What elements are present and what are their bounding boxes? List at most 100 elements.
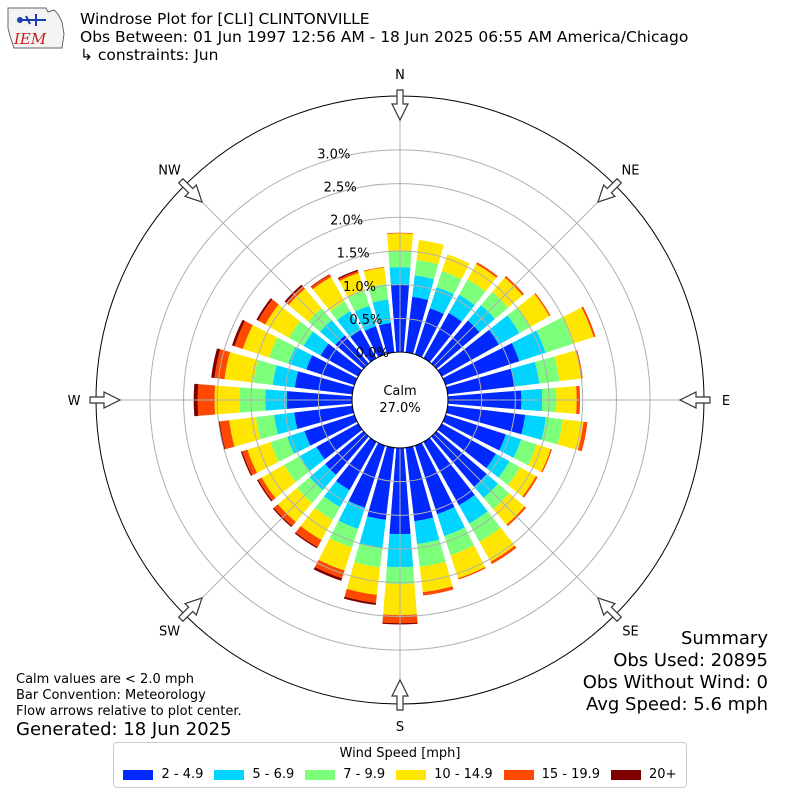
bar-sector-30-bin-0 [364, 326, 386, 358]
legend-item-3: 10 - 14.9 [396, 767, 493, 782]
bar-sector-27-bin-0 [320, 343, 363, 377]
flow-arrow-1 [597, 177, 623, 203]
bar-sector-26-bin-5 [231, 319, 245, 347]
calm-note: Calm values are < 2.0 mph [16, 672, 195, 687]
legend-swatch-1 [214, 769, 245, 780]
legend-label-5: 20+ [649, 767, 677, 782]
flow-arrow-7 [177, 177, 203, 203]
bar-sector-19-bin-0 [336, 437, 377, 491]
bar-sector-25-bin-5 [211, 348, 221, 379]
bar-sector-15-bin-0 [405, 446, 434, 522]
bar-sector-31-bin-1 [372, 299, 391, 326]
bar-sector-11-bin-0 [437, 423, 496, 469]
bar-sector-21-bin-1 [299, 446, 325, 472]
bar-sector-5-bin-0 [437, 329, 499, 377]
bar-sector-18-bin-5 [313, 567, 343, 581]
bar-sector-13-bin-4 [490, 545, 517, 565]
bar-sector-17-bin-2 [354, 543, 383, 568]
bar-sector-26-bin-0 [306, 355, 358, 386]
bar-sector-26-bin-1 [288, 346, 313, 370]
bar-sector-15-bin-4 [422, 586, 454, 596]
bar-sector-26-bin-4 [234, 321, 253, 349]
bar-sector-14-bin-4 [457, 567, 486, 580]
bar-sector-25-bin-3 [224, 352, 258, 383]
legend-label-4: 15 - 19.9 [541, 767, 601, 782]
bar-sector-23-bin-3 [229, 417, 261, 447]
bar-sector-13-bin-0 [423, 437, 475, 506]
flow-arrows [89, 89, 711, 711]
bar-sector-7-bin-3 [554, 350, 582, 382]
bar-sector-26-bin-3 [242, 324, 278, 358]
bar-sector-22-bin-2 [270, 436, 295, 462]
radial-grid [96, 96, 704, 704]
bar-sector-13-bin-3 [479, 527, 515, 562]
bar-sector-11-bin-1 [486, 453, 510, 478]
flow-arrow-6 [89, 391, 122, 409]
bar-sector-14-bin-3 [450, 545, 486, 579]
radial-tick-label-3: 1.5% [337, 247, 370, 262]
bar-sector-21-bin-4 [258, 477, 276, 501]
summary-obs-used: Obs Used: 20895 [613, 650, 768, 671]
bar-sector-6-bin-2 [536, 317, 574, 353]
bar-sector-1-bin-3 [416, 239, 444, 265]
bar-sector-19-bin-5 [294, 532, 318, 549]
bar-sector-5-bin-2 [507, 307, 531, 334]
bar-sector-30-bin-3 [339, 272, 365, 298]
bar-sector-9-bin-1 [521, 414, 547, 440]
bar-sector-22-bin-5 [240, 451, 253, 476]
legend-swatch-3 [396, 769, 427, 780]
legend-item-1: 5 - 6.9 [214, 767, 294, 782]
bar-sector-9-bin-4 [577, 421, 588, 452]
flow-arrow-3 [597, 597, 623, 623]
bar-sector-13-bin-2 [469, 511, 501, 542]
bar-sector-6-bin-1 [511, 330, 546, 362]
radial-tick-label-6: 3.0% [317, 148, 350, 163]
legend-item-5: 20+ [611, 767, 676, 782]
bar-sector-17-bin-1 [359, 516, 386, 549]
summary-panel: Summary Obs Used: 20895 Obs Without Wind… [583, 628, 768, 716]
bar-sector-19-bin-2 [314, 496, 341, 521]
radial-tick-label-0: 0.0% [356, 346, 389, 361]
compass-labels: N NE E SE S SW W NW [68, 68, 731, 735]
bar-sector-3-bin-1 [448, 294, 475, 322]
bar-sector-31-bin-3 [363, 267, 387, 288]
flow-arrow-5 [177, 597, 203, 623]
bar-sector-17-bin-3 [346, 562, 381, 595]
bar-sector-17-bin-0 [367, 446, 395, 520]
compass-label-sw: SW [159, 625, 180, 640]
bar-sector-25-bin-1 [272, 365, 299, 388]
bar-sector-29-bin-0 [350, 329, 377, 363]
bar-sector-6-bin-3 [562, 307, 594, 344]
bar-sector-27-bin-4 [258, 299, 279, 325]
legend-title: Wind Speed [mph] [339, 746, 461, 761]
bar-sector-3-bin-4 [476, 262, 498, 278]
compass-label-se: SE [622, 625, 638, 640]
constraints-label: ↳ constraints: Jun [80, 46, 219, 64]
bar-sector-15-bin-2 [417, 539, 446, 567]
bar-sector-27-bin-1 [303, 331, 329, 356]
bar-sector-27-bin-2 [288, 321, 314, 346]
bar-sector-10-bin-1 [499, 434, 522, 458]
summary-heading: Summary [681, 628, 768, 649]
bar-sector-29-bin-3 [312, 277, 345, 311]
bar-sector-3-bin-0 [423, 312, 462, 363]
bar-sector-15-bin-3 [419, 561, 453, 593]
radial-tick-label-4: 2.0% [330, 214, 363, 229]
bar-sector-6-bin-0 [442, 343, 520, 386]
bar-sector-29-bin-2 [329, 301, 351, 320]
compass-label-ne: NE [622, 164, 640, 179]
bar-sector-31-bin-0 [378, 322, 395, 354]
bar-sector-23-bin-1 [274, 412, 298, 435]
legend-label-0: 2 - 4.9 [161, 767, 204, 782]
bar-sector-11-bin-4 [522, 476, 538, 498]
summary-obs-without-wind: Obs Without Wind: 0 [582, 672, 768, 693]
bar-sector-30-bin-5 [337, 269, 359, 280]
bar-sector-25-bin-2 [253, 359, 277, 385]
bar-sector-29-bin-5 [310, 274, 330, 288]
bar-sector-9-bin-0 [446, 405, 526, 435]
bar-sector-14-bin-0 [414, 442, 455, 515]
iem-logo: IEM [7, 7, 65, 49]
compass-label-e: E [722, 394, 730, 409]
bar-sector-29-bin-1 [336, 311, 361, 337]
compass-label-n: N [395, 68, 405, 83]
